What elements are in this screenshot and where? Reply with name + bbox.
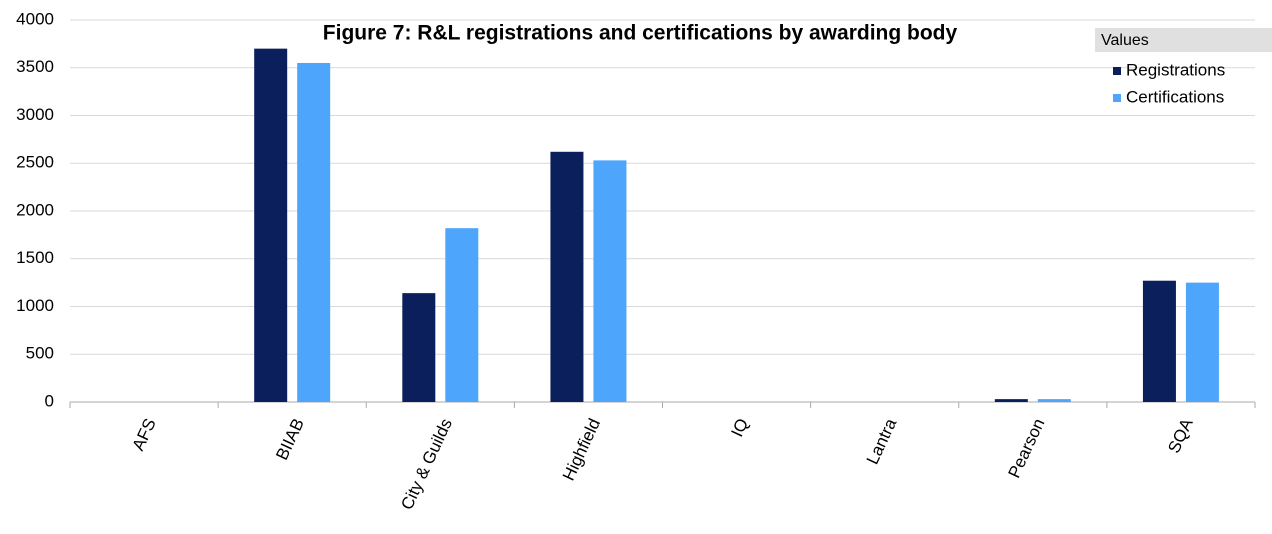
y-tick-label: 3000: [16, 105, 54, 124]
legend-label: Registrations: [1126, 60, 1225, 79]
x-tick-label: AFS: [129, 416, 160, 454]
legend-header: [1095, 28, 1272, 52]
y-tick-label: 2000: [16, 200, 54, 219]
x-tick-label: SQA: [1164, 415, 1197, 456]
bar: [402, 293, 436, 402]
bar: [1142, 280, 1176, 402]
y-tick-label: 3500: [16, 57, 54, 76]
x-tick-label: Lantra: [863, 415, 901, 467]
legend-title: Values: [1101, 32, 1149, 49]
y-tick-label: 500: [26, 344, 54, 363]
chart-title: Figure 7: R&L registrations and certific…: [323, 22, 958, 45]
bar: [297, 62, 331, 402]
y-tick-label: 0: [45, 391, 54, 410]
legend-swatch: [1113, 67, 1121, 75]
x-tick-label: City & Guilds: [397, 416, 456, 513]
bar: [1185, 282, 1219, 402]
y-tick-label: 1500: [16, 248, 54, 267]
bar: [1037, 399, 1071, 402]
y-tick-label: 2500: [16, 153, 54, 172]
y-tick-label: 1000: [16, 296, 54, 315]
x-tick-label: BIIAB: [272, 416, 308, 463]
x-tick-label: Pearson: [1005, 416, 1049, 481]
bar: [994, 399, 1028, 402]
bar: [254, 48, 288, 403]
x-tick-label: Highfield: [559, 416, 604, 484]
bar: [593, 160, 627, 402]
bar: [445, 228, 479, 402]
x-tick-label: IQ: [727, 416, 752, 440]
y-tick-label: 4000: [16, 9, 54, 28]
legend-label: Certifications: [1126, 87, 1224, 106]
bar: [550, 151, 584, 402]
legend-swatch: [1113, 94, 1121, 102]
